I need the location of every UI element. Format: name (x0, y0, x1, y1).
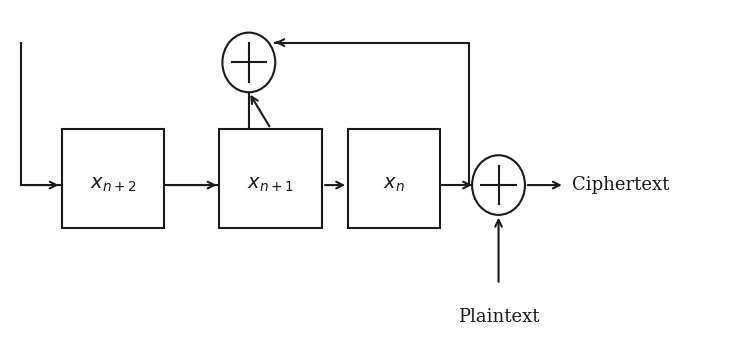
FancyBboxPatch shape (348, 129, 440, 228)
Ellipse shape (472, 155, 525, 215)
Text: $x_{n+1}$: $x_{n+1}$ (247, 176, 295, 194)
Text: $x_{n+2}$: $x_{n+2}$ (90, 176, 136, 194)
FancyBboxPatch shape (220, 129, 322, 228)
Text: Ciphertext: Ciphertext (572, 176, 670, 194)
Text: $x_n$: $x_n$ (383, 176, 405, 194)
Text: Plaintext: Plaintext (458, 308, 539, 326)
FancyBboxPatch shape (61, 129, 164, 228)
Ellipse shape (223, 33, 275, 92)
